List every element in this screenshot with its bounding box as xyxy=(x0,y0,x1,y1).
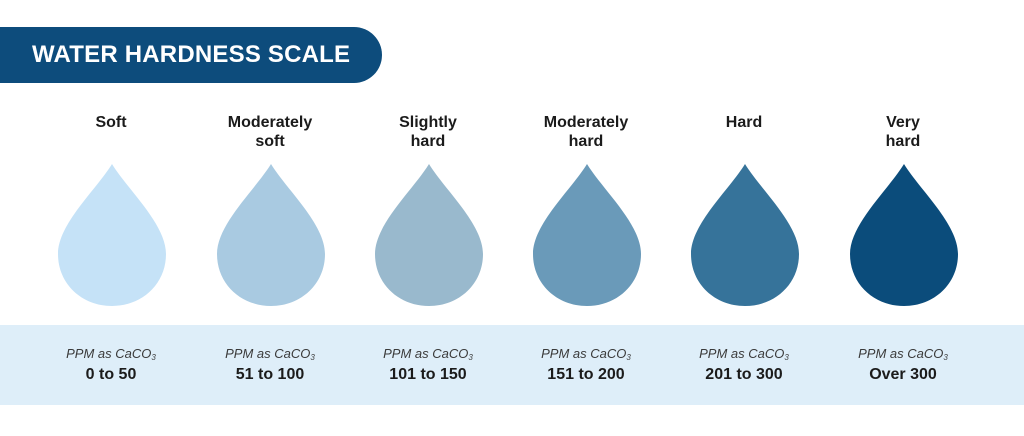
hardness-level-5: Hard PPM as CaCO3 201 to 300 xyxy=(664,0,824,436)
ppm-unit-label: PPM as CaCO3 xyxy=(823,346,983,362)
level-label: Moderately hard xyxy=(506,113,666,151)
hardness-level-4: Moderately hard PPM as CaCO3 151 to 200 xyxy=(506,0,666,436)
ppm-unit-subscript: 3 xyxy=(626,353,631,362)
level-label-line-2: hard xyxy=(885,133,921,150)
level-label-line-1: Moderately xyxy=(543,114,629,131)
ppm-unit-text: PPM as CaCO xyxy=(66,346,152,361)
ppm-unit-label: PPM as CaCO3 xyxy=(31,346,191,362)
water-drop-icon xyxy=(375,164,483,306)
title-banner: WATER HARDNESS SCALE xyxy=(0,27,382,83)
level-label: Hard xyxy=(664,113,824,132)
hardness-level-2: Moderately soft PPM as CaCO3 51 to 100 xyxy=(190,0,350,436)
level-label-line-1: Hard xyxy=(725,114,763,131)
level-label-line-2: hard xyxy=(410,133,446,150)
ppm-range: 51 to 100 xyxy=(235,366,305,383)
hardness-level-1: Soft PPM as CaCO3 0 to 50 xyxy=(31,0,191,436)
page-title: WATER HARDNESS SCALE xyxy=(32,41,351,68)
ppm-range: 0 to 50 xyxy=(85,366,137,383)
water-drop-icon xyxy=(217,164,325,306)
ppm-unit-label: PPM as CaCO3 xyxy=(190,346,350,362)
level-label: Moderately soft xyxy=(190,113,350,151)
ppm-range: Over 300 xyxy=(869,366,937,383)
water-drop-icon xyxy=(691,164,799,306)
level-label: Soft xyxy=(31,113,191,132)
ppm-unit-subscript: 3 xyxy=(943,353,948,362)
water-drop-icon xyxy=(533,164,641,306)
ppm-range: 101 to 150 xyxy=(389,366,467,383)
water-drop-icon xyxy=(850,164,958,306)
ppm-unit-subscript: 3 xyxy=(151,353,156,362)
ppm-unit-subscript: 3 xyxy=(784,353,789,362)
level-label-line-1: Slightly xyxy=(399,114,457,131)
ppm-range: 151 to 200 xyxy=(547,366,625,383)
ppm-unit-text: PPM as CaCO xyxy=(858,346,944,361)
hardness-level-6: Very hard PPM as CaCO3 Over 300 xyxy=(823,0,983,436)
ppm-range: 201 to 300 xyxy=(705,366,783,383)
ppm-band xyxy=(0,325,1024,405)
level-label-line-1: Soft xyxy=(95,114,127,131)
ppm-unit-label: PPM as CaCO3 xyxy=(348,346,508,362)
ppm-unit-text: PPM as CaCO xyxy=(383,346,469,361)
hardness-level-3: Slightly hard PPM as CaCO3 101 to 150 xyxy=(348,0,508,436)
ppm-unit-text: PPM as CaCO xyxy=(225,346,311,361)
level-label-line-1: Moderately xyxy=(227,114,313,131)
water-drop-icon xyxy=(58,164,166,306)
ppm-unit-text: PPM as CaCO xyxy=(541,346,627,361)
level-label-line-1: Very xyxy=(886,114,920,131)
ppm-unit-label: PPM as CaCO3 xyxy=(506,346,666,362)
level-label: Slightly hard xyxy=(348,113,508,151)
level-label: Very hard xyxy=(823,113,983,151)
ppm-unit-label: PPM as CaCO3 xyxy=(664,346,824,362)
ppm-unit-subscript: 3 xyxy=(310,353,315,362)
level-label-line-2: soft xyxy=(255,133,285,150)
ppm-unit-text: PPM as CaCO xyxy=(699,346,785,361)
level-label-line-2: hard xyxy=(568,133,604,150)
ppm-unit-subscript: 3 xyxy=(468,353,473,362)
